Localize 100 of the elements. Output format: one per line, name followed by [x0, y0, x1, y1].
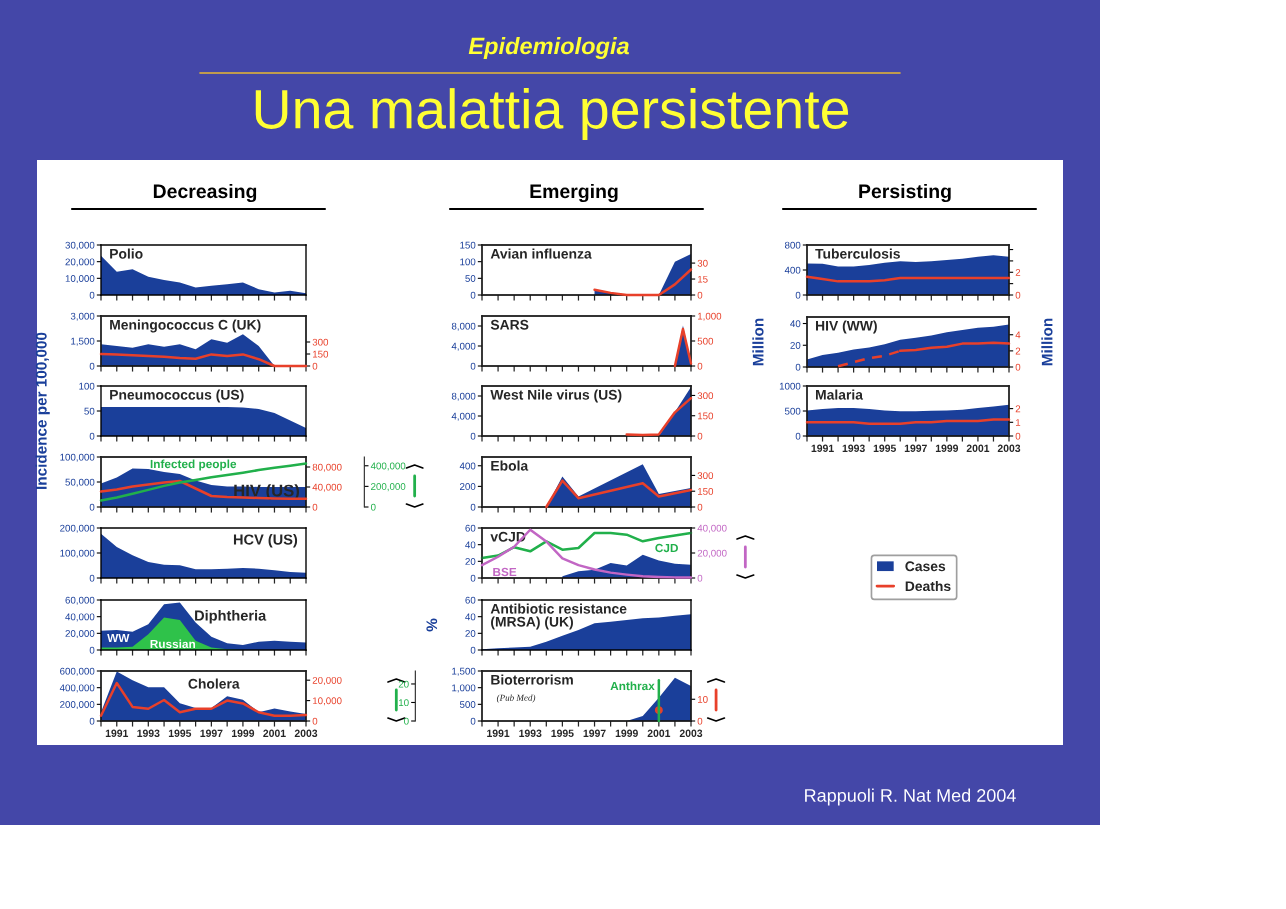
x-tick-label: 1999: [615, 729, 638, 737]
y-tick-label: 20: [465, 558, 476, 565]
y3-tick-label: 400,000: [370, 462, 406, 471]
text: Rappuoli R. Nat Med 2004: [805, 788, 1016, 806]
y-tick-label: 400: [784, 266, 801, 274]
y2-tick-label: 300: [697, 472, 714, 480]
y-tick-label: 0: [470, 503, 476, 511]
x-tick-label: 1993: [137, 729, 160, 737]
y-tick-label: 50: [84, 407, 95, 415]
y-tick-label: 800: [784, 241, 801, 249]
y-tick-label: 400: [459, 462, 476, 470]
y2-tick-label: 10,000: [312, 697, 342, 706]
y-tick-label: 400,000: [59, 684, 95, 693]
series-label: BSE: [493, 567, 517, 577]
y-tick-label: 0: [470, 646, 476, 654]
y-tick-label: 0: [470, 574, 476, 582]
y-tick-label: 3,000: [70, 312, 95, 321]
series-label: CJD: [655, 543, 678, 553]
chart-title: Bioterrorism: [491, 674, 573, 685]
x-tick-label: 1995: [551, 729, 574, 737]
y2-tick-label: 0: [697, 432, 703, 440]
x-tick-label: 1997: [904, 444, 927, 452]
chart-title: HIV (WW): [816, 320, 877, 334]
text: Epidemiologia: [468, 37, 629, 59]
chart-title: Cholera: [188, 678, 240, 689]
y-tick-label: 60: [465, 524, 476, 532]
text: Emerging: [530, 183, 618, 203]
y-tick-label: 0: [89, 362, 95, 370]
y2-tick-label: 0: [312, 503, 318, 511]
text: HIV (US): [234, 484, 300, 500]
chart-title: Avian influenza: [490, 248, 592, 259]
y-tick-label: 0: [470, 291, 476, 299]
series-label: Infected people: [150, 459, 237, 471]
y-tick-label: 0: [89, 646, 95, 654]
y3-tick-label: 0: [404, 717, 409, 725]
y2-tick-label: 1: [1015, 419, 1021, 426]
y2-tick-label: 150: [312, 350, 329, 358]
y-axis-title: %: [426, 618, 438, 632]
y-tick-label: 1,500: [71, 337, 95, 346]
chart-title: West Nile virus (US): [490, 389, 622, 403]
y-tick-label: 100,000: [60, 549, 95, 558]
y2-tick-label: 15: [697, 275, 708, 283]
y-tick-label: 1,000: [452, 684, 476, 693]
y2-tick-label: 0: [1015, 363, 1021, 371]
y2-tick-label: 0: [697, 717, 703, 725]
y-tick-label: 4,000: [451, 412, 476, 421]
y-tick-label: 8,000: [451, 322, 476, 331]
y2-tick-label: 300: [697, 392, 714, 400]
y2-tick-label: 0: [1015, 291, 1021, 299]
y2-tick-label: 40,000: [312, 483, 342, 492]
text: Una malattia persistente: [255, 88, 849, 140]
y2-tick-label: 0: [697, 503, 703, 511]
chart-title: Tuberculosis: [815, 248, 900, 259]
x-tick-label: 2003: [997, 444, 1021, 452]
y3-tick-label: 10: [399, 699, 409, 707]
x-tick-label: 1991: [105, 729, 129, 737]
legend-label: Deaths: [905, 580, 951, 592]
x-tick-label: 2003: [294, 729, 318, 737]
y-tick-label: 200: [460, 483, 476, 490]
y2-tick-label: 0: [312, 362, 318, 370]
y-tick-label: 30,000: [65, 241, 95, 250]
y-tick-label: 100: [79, 382, 95, 390]
legend-label: Cases: [905, 561, 946, 572]
text: Diphtheria: [195, 610, 267, 624]
x-tick-label: 1993: [519, 729, 542, 737]
y-tick-label: 60: [465, 596, 476, 604]
series-label: Anthrax: [610, 681, 655, 691]
y2-tick-label: 10: [697, 695, 708, 703]
y2-tick-label: 2: [1015, 405, 1021, 413]
y2-tick-label: 2: [1015, 269, 1021, 276]
y2-tick-label: 4: [1015, 331, 1021, 339]
x-tick-label: 1995: [168, 729, 192, 737]
y-tick-label: 500: [784, 407, 801, 415]
y-tick-label: 0: [89, 432, 95, 440]
text: Decreasing: [153, 183, 257, 203]
y2-tick-label: 0: [697, 574, 703, 582]
y-tick-label: 500: [459, 701, 476, 708]
y2-tick-label: 0: [1015, 432, 1021, 440]
y-tick-label: 1000: [779, 382, 801, 390]
y-tick-label: 4,000: [451, 342, 476, 351]
chart-title: SARS: [490, 319, 529, 330]
series-label: WW: [107, 633, 130, 643]
y-tick-label: 1,500: [452, 667, 476, 676]
y-axis-title: Incidence per 100,000: [35, 332, 50, 489]
chart-title: Meningococcus C (UK): [110, 319, 261, 333]
y-tick-label: 200,000: [60, 701, 95, 710]
y3-tick-label: 0: [370, 503, 376, 511]
y-tick-label: 20: [790, 341, 801, 349]
y2-tick-label: 300: [312, 338, 329, 346]
y-tick-label: 0: [89, 717, 95, 725]
text: Antibiotic resistance (MRSA) (UK): [490, 603, 627, 630]
y-tick-label: 40,000: [65, 613, 95, 622]
x-tick-label: 1993: [842, 444, 865, 452]
y2-tick-label: 30: [697, 259, 708, 267]
y-tick-label: 100: [460, 258, 476, 266]
chart-title: Polio: [110, 248, 143, 259]
x-tick-label: 2003: [679, 729, 703, 737]
text: (Pub Med): [496, 694, 536, 703]
line-series: [593, 268, 693, 297]
y-tick-label: 50,000: [65, 478, 95, 487]
